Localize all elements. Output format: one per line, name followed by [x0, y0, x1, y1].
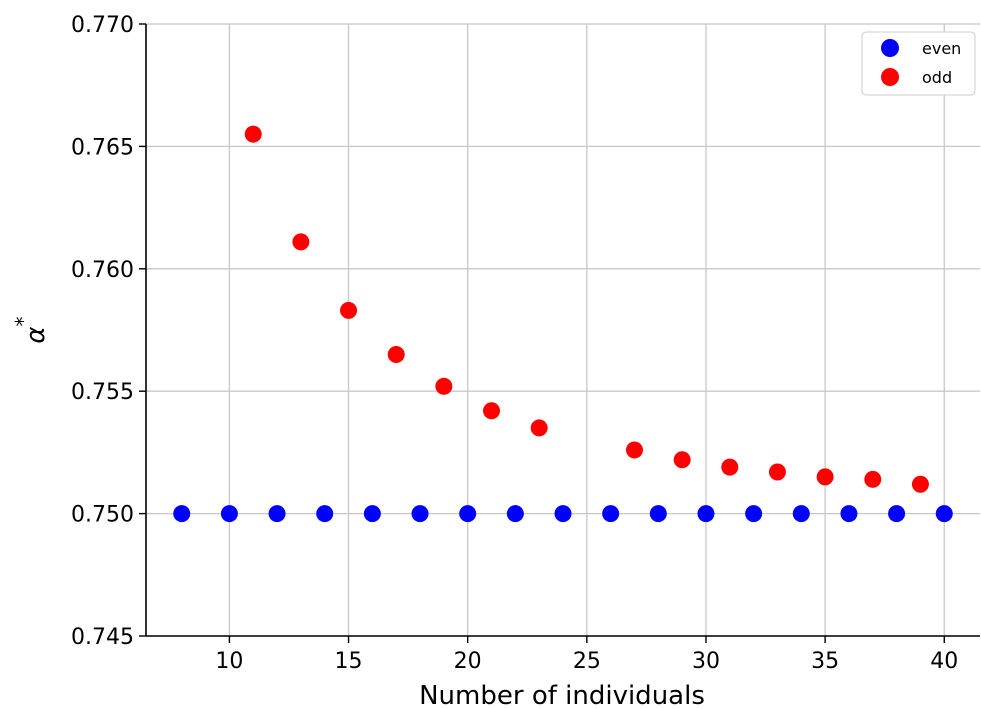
- data-point-even: [888, 505, 905, 522]
- data-point-odd: [292, 233, 309, 250]
- data-point-odd: [483, 402, 500, 419]
- y-tick-label: 0.750: [71, 503, 134, 528]
- data-point-even: [316, 505, 333, 522]
- data-point-even: [936, 505, 953, 522]
- data-point-even: [697, 505, 714, 522]
- data-point-even: [269, 505, 286, 522]
- data-point-odd: [817, 468, 834, 485]
- data-point-odd: [626, 441, 643, 458]
- data-point-odd: [435, 378, 452, 395]
- x-tick-label: 25: [573, 649, 601, 674]
- data-point-odd: [245, 126, 262, 143]
- x-tick-label: 30: [692, 649, 720, 674]
- legend-label-even: even: [922, 39, 961, 58]
- data-point-even: [793, 505, 810, 522]
- data-point-odd: [388, 346, 405, 363]
- y-tick-label: 0.745: [71, 625, 134, 650]
- y-axis-label-superscript: *: [11, 316, 35, 326]
- x-tick-label: 10: [215, 649, 243, 674]
- data-point-even: [650, 505, 667, 522]
- data-point-even: [221, 505, 238, 522]
- data-point-even: [364, 505, 381, 522]
- data-point-even: [745, 505, 762, 522]
- y-axis-label-base: α: [21, 326, 51, 343]
- legend-marker-odd: [881, 68, 899, 86]
- x-axis-label: Number of individuals: [419, 681, 705, 709]
- data-point-even: [602, 505, 619, 522]
- data-point-even: [173, 505, 190, 522]
- data-point-even: [840, 505, 857, 522]
- x-tick-label: 40: [930, 649, 958, 674]
- data-point-even: [507, 505, 524, 522]
- data-point-odd: [531, 419, 548, 436]
- y-tick-label: 0.765: [71, 135, 134, 160]
- data-point-even: [555, 505, 572, 522]
- x-tick-label: 15: [335, 649, 363, 674]
- data-point-odd: [912, 476, 929, 493]
- data-point-odd: [340, 302, 357, 319]
- y-tick-label: 0.760: [71, 258, 134, 283]
- data-point-odd: [769, 463, 786, 480]
- data-point-even: [412, 505, 429, 522]
- y-tick-label: 0.770: [71, 13, 134, 38]
- data-point-odd: [674, 451, 691, 468]
- x-tick-label: 20: [454, 649, 482, 674]
- legend: even odd: [862, 32, 975, 95]
- legend-label-odd: odd: [922, 68, 952, 87]
- legend-marker-even: [881, 39, 899, 57]
- x-tick-label: 35: [811, 649, 839, 674]
- data-point-odd: [721, 459, 738, 476]
- data-point-even: [459, 505, 476, 522]
- data-point-odd: [864, 471, 881, 488]
- y-tick-label: 0.755: [71, 380, 134, 405]
